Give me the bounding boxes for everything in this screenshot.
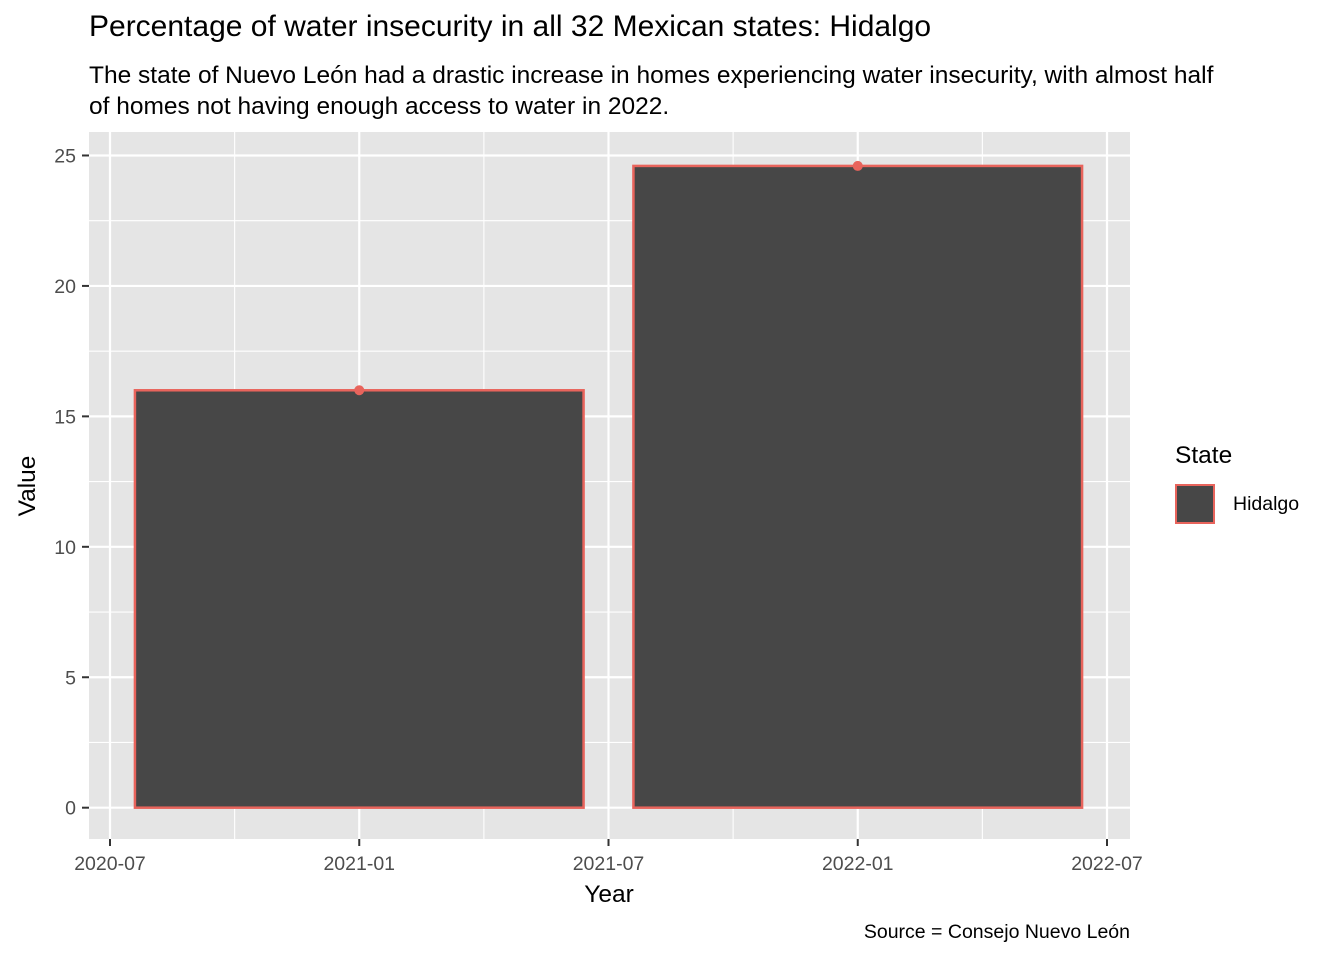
legend-item: Hidalgo (1175, 484, 1299, 524)
legend-item-label: Hidalgo (1233, 492, 1300, 515)
bar-2021-01 (133, 389, 585, 809)
y-tick-label: 10 (54, 537, 76, 559)
chart-title: Percentage of water insecurity in all 32… (89, 10, 932, 43)
x-tick-label: 2021-07 (573, 853, 645, 875)
y-axis: 0 5 10 15 20 25 (54, 145, 89, 820)
data-point-2022-01 (852, 160, 863, 171)
source-caption: Source = Consejo Nuevo León (863, 921, 1130, 943)
points (354, 160, 863, 396)
x-axis: 2020-07 2021-01 2021-07 2022-01 2022-07 (74, 839, 1143, 875)
y-tick-label: 25 (54, 145, 76, 167)
data-point-2021-01 (354, 385, 365, 396)
x-tick-label: 2022-07 (1071, 853, 1143, 875)
y-tick-label: 15 (54, 406, 76, 428)
x-tick-label: 2022-01 (822, 853, 894, 875)
legend: State Hidalgo (1175, 442, 1299, 524)
x-axis-title: Year (584, 881, 634, 908)
x-tick-label: 2020-07 (74, 853, 146, 875)
y-tick-label: 0 (65, 798, 76, 820)
y-tick-label: 20 (54, 276, 76, 298)
bars (133, 164, 1084, 809)
legend-title: State (1175, 442, 1233, 469)
chart-subtitle: The state of Nuevo León had a drastic in… (89, 62, 1214, 120)
bar-2022-01 (632, 164, 1084, 809)
legend-key-swatch (1175, 484, 1215, 524)
x-tick-label: 2021-01 (323, 853, 395, 875)
y-axis-title: Value (14, 456, 41, 517)
y-tick-label: 5 (65, 667, 76, 689)
